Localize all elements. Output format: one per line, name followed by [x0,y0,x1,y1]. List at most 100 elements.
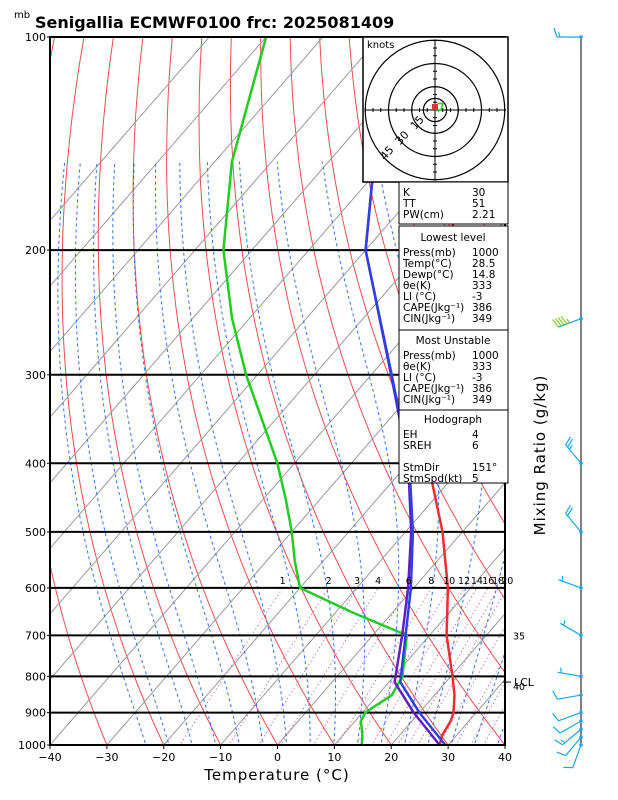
wind-barb-shaft [562,728,582,746]
mixing-ratio-lines [179,587,505,745]
lcl-label: LCL [514,676,535,689]
mixing-ratio-label: 10 [443,576,455,587]
index-value: 28.5 [472,258,495,270]
temperature-tick-label: −40 [38,751,61,764]
moist-adiabat-line [238,161,336,745]
wind-barb [563,743,583,769]
index-value: -3 [472,372,482,384]
dry-adiabat-line [61,37,165,745]
index-value: 349 [472,394,492,406]
wind-barb-feather [553,27,558,38]
mixing-ratio-label: 1 [280,576,286,587]
isotherm-line [50,37,267,287]
chart-title: Senigallia ECMWF0100 frc: 2025081409 [35,13,394,32]
wind-barb-shaft [565,444,582,464]
wind-barb [554,727,583,746]
wind-barb-dot [579,710,583,715]
wind-barb-dot [579,530,583,534]
isotherm-line [50,37,324,353]
wind-barb [553,27,583,39]
index-label: θe(K) [403,280,431,292]
dry-adiabat-line [198,37,392,745]
wind-barb-dot [579,735,583,739]
wind-barb-feather [552,726,561,734]
index-heading: Most Unstable [416,335,491,347]
pressure-axis: 100 200 300 400 500 600 700 800 900 1000 [18,31,50,752]
hodograph-stats-box [398,409,509,484]
temperature-axis: −40 −30 −20 −10 0 10 20 30 40 [38,745,512,764]
mixing-ratio-line [397,587,489,745]
temperature-tick-label: −30 [95,751,118,764]
indices-summary-box [398,181,509,225]
wind-barb-feather [560,316,568,325]
isotherm-line [50,37,381,418]
index-value: 1000 [472,247,499,259]
temperature-tick-label: 40 [498,751,512,764]
index-label: CIN(Jkg⁻¹) [403,394,455,406]
mixing-ratio-label: 40 [513,682,525,693]
dry-adiabat-line [576,5,618,760]
index-value: 1000 [472,350,499,362]
wind-barb-dot [579,633,583,638]
lcl-marker: LCL [503,676,535,689]
mixing-ratio-line [385,587,478,745]
moist-adiabat-line [93,161,193,745]
isotherm-line [219,416,505,745]
lowest-level-box [398,225,509,331]
pressure-tick-label: 800 [25,670,46,683]
mixing-ratio-line [470,680,505,745]
plot-background [50,5,618,760]
wind-barb-dot [579,719,583,723]
dry-adiabat-line [166,37,335,745]
wind-barb-dot [579,35,583,39]
temperature-tick-label: −20 [152,751,175,764]
wind-barb [558,575,583,590]
hodograph-unit-label: knots [367,40,394,51]
mixing-ratio-label: 2 [326,576,332,587]
pressure-tick-label: 1000 [18,739,46,752]
moist-adiabat-line [112,161,217,745]
dry-adiabat-line [319,37,505,600]
mixing-ratio-label: 18 [492,576,504,587]
wind-barb-feather [560,739,566,744]
wind-barb-shaft [557,671,582,677]
wind-barb-feather [552,690,558,700]
mixing-ratio-label: 8 [428,576,434,587]
mixing-ratio-label: 6 [406,576,412,587]
wind-barb [552,316,583,328]
index-label: CAPE(Jkg⁻¹) [403,302,464,314]
index-value: 14.8 [472,269,495,281]
storm-motion-marker [432,104,438,110]
index-label: Press(mb) [403,247,456,259]
wind-barb-dot [579,586,583,590]
temperature-tick-label: 10 [327,751,341,764]
mixing-ratio-label: 14 [471,576,483,587]
wind-barb [552,719,583,734]
dry-adiabat-line [132,37,279,745]
dry-adiabat-line [289,37,505,674]
index-label: CIN(Jkg⁻¹) [403,313,455,325]
pressure-tick-label: 400 [25,457,46,470]
mixing-ratio-line [228,587,330,745]
index-label: LI (°C) [403,372,436,384]
index-label: PW(cm) [403,209,444,221]
wind-barb-feather [556,751,566,757]
wind-barb-dot [579,727,583,731]
moist-adiabat-line [321,161,400,745]
index-value: 333 [472,280,492,292]
wind-barb [557,667,583,679]
moist-adiabat-line [74,161,170,745]
moist-adiabat-line [132,161,240,745]
dry-adiabat-line [50,37,108,745]
pressure-tick-label: 500 [25,526,46,539]
pressure-tick-label: 100 [25,31,46,44]
wind-barb-feather [566,318,571,324]
index-label: θe(K) [403,361,431,373]
wind-barb-dot [579,674,583,679]
index-label: Temp(°C) [402,258,452,270]
temperature-tick-label: −10 [209,751,232,764]
mixing-ratio-line [371,587,465,745]
dry-adiabats [50,5,618,760]
